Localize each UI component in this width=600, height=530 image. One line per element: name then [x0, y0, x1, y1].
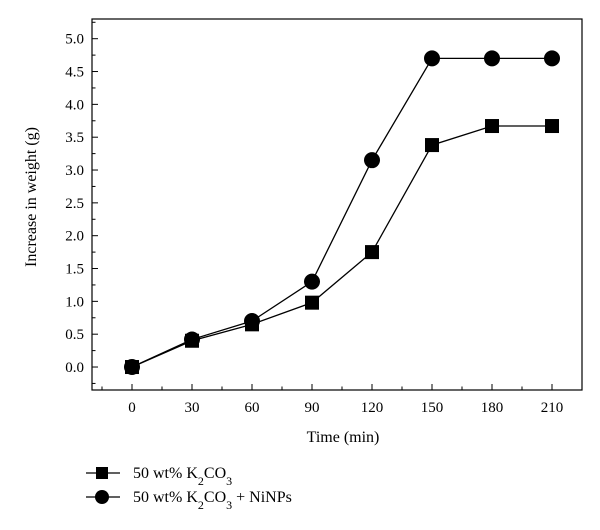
y-tick-label: 0.0 — [65, 360, 84, 376]
data-point — [305, 295, 319, 310]
legend-subscript: 3 — [226, 474, 232, 488]
legend-text-part: 50 wt% K — [133, 465, 198, 482]
y-axis-ticks: 0.0 0.5 1.0 1.5 2.0 2.5 3.0 3.5 4.0 4.5 5.0 — [65, 21, 98, 384]
y-tick-label: 0.5 — [65, 327, 84, 343]
legend-text-part: CO — [204, 465, 226, 482]
series-line — [131, 125, 552, 368]
data-point — [304, 273, 320, 290]
data-point — [364, 152, 380, 169]
legend-subscript: 2 — [198, 474, 204, 488]
x-tick-label: 150 — [421, 400, 444, 416]
x-tick-label: 90 — [305, 400, 320, 416]
legend-label: 50 wt% K2CO3 — [133, 465, 232, 488]
x-tick-label: 120 — [361, 400, 384, 416]
plot-frame — [91, 18, 583, 391]
data-point — [425, 138, 439, 153]
y-tick-label: 3.5 — [65, 130, 84, 146]
x-axis-label: Time (min) — [307, 429, 380, 446]
series-k2co3 — [125, 119, 559, 375]
series-line — [131, 57, 552, 368]
y-tick-label: 2.5 — [65, 196, 84, 212]
y-tick-label: 4.5 — [65, 65, 84, 81]
y-tick-label: 3.0 — [65, 163, 84, 179]
data-point — [544, 50, 560, 67]
legend-text-part: + NiNPs — [232, 489, 292, 506]
legend-square-marker — [96, 467, 108, 479]
data-point — [125, 360, 139, 375]
y-tick-label: 5.0 — [65, 32, 84, 48]
y-tick-label: 1.0 — [65, 294, 84, 310]
x-tick-label: 0 — [128, 400, 136, 416]
x-tick-label: 60 — [245, 400, 260, 416]
data-point — [365, 245, 379, 260]
series-layer — [124, 50, 560, 376]
data-point — [485, 119, 499, 134]
legend-subscript: 3 — [226, 498, 232, 512]
x-tick-label: 30 — [185, 400, 200, 416]
legend-circle-marker — [95, 490, 109, 504]
data-point — [245, 317, 259, 332]
legend-label: 50 wt% K2CO3 + NiNPs — [133, 489, 292, 512]
legend-subscript: 2 — [198, 498, 204, 512]
x-tick-label: 210 — [541, 400, 564, 416]
y-tick-label: 1.5 — [65, 262, 84, 278]
y-axis-label: Increase in weight (g) — [23, 127, 40, 267]
data-point — [484, 50, 500, 67]
data-point — [424, 50, 440, 67]
data-point — [545, 119, 559, 134]
x-axis-ticks: 0 30 60 90 120 150 180 210 — [101, 384, 564, 416]
series-k2co3-ninps — [124, 50, 560, 376]
y-tick-label: 2.0 — [65, 229, 84, 245]
data-point — [185, 333, 199, 348]
legend-text-part: 50 wt% K — [133, 489, 198, 506]
x-tick-label: 180 — [481, 400, 504, 416]
plot-border — [91, 18, 583, 391]
y-tick-label: 4.0 — [65, 97, 84, 113]
legend-text-part: CO — [204, 489, 226, 506]
